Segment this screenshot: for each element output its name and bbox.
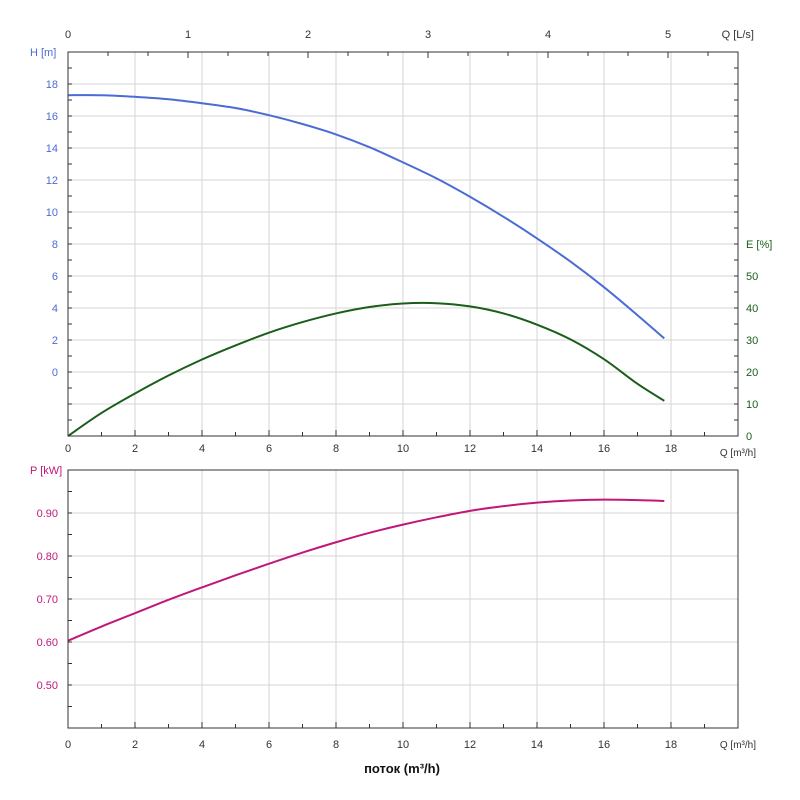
y-tick-label: 10 <box>46 207 58 219</box>
x-tick-label: 0 <box>65 443 71 455</box>
x-tick-label: 14 <box>531 739 543 751</box>
top-x-tick-label: 3 <box>425 29 431 41</box>
right-y-tick-label: 50 <box>746 271 758 283</box>
x-axis-title: поток (m³/h) <box>364 761 440 776</box>
x-tick-label: 16 <box>598 739 610 751</box>
top-x-tick-label: 0 <box>65 29 71 41</box>
y-tick-label: 6 <box>52 271 58 283</box>
y-tick-label: 0.70 <box>37 594 58 606</box>
y-tick-label: 16 <box>46 111 58 123</box>
y-tick-label: 18 <box>46 79 58 91</box>
head-curve-line <box>67 94 665 340</box>
x-tick-label: 12 <box>464 443 476 455</box>
upper-ticks <box>67 52 739 436</box>
x-axis-label: Q [m³/h] <box>720 740 756 751</box>
right-y-tick-label: 40 <box>746 303 758 315</box>
x-tick-label: 2 <box>132 739 138 751</box>
upper-grid <box>67 52 739 436</box>
x-axis-label: Q [m³/h] <box>720 448 756 459</box>
y-tick-label: 0 <box>52 367 58 379</box>
x-tick-label: 4 <box>199 443 205 455</box>
efficiency-curve-line <box>67 301 665 437</box>
y-tick-label: 8 <box>52 239 58 251</box>
y-tick-label: 12 <box>46 175 58 187</box>
top-x-tick-label: 4 <box>545 29 551 41</box>
axis-labels: 0 2 4 6 8 10 12 14 16 180 2 4 6 8 10 12 14 16 18Q [m³/h]Q … <box>30 29 772 776</box>
right-y-tick-label: 10 <box>746 399 758 411</box>
top-x-tick-label: 2 <box>305 29 311 41</box>
x-tick-label: 16 <box>598 443 610 455</box>
y-tick-label: 0.50 <box>37 680 58 692</box>
y-tick-label: 14 <box>46 143 58 155</box>
top-x-axis-label: Q [L/s] <box>722 29 754 41</box>
y-tick-label: 2 <box>52 335 58 347</box>
x-tick-label: 2 <box>132 443 138 455</box>
lower-ticks <box>67 491 739 729</box>
upper-series <box>67 94 665 437</box>
x-tick-label: 6 <box>266 739 272 751</box>
x-tick-label: 8 <box>333 443 339 455</box>
right-y-tick-label: 20 <box>746 367 758 379</box>
x-tick-label: 10 <box>397 443 409 455</box>
right-y-tick-label: 30 <box>746 335 758 347</box>
x-tick-label: 10 <box>397 739 409 751</box>
right-y-tick-label: 0 <box>746 431 752 443</box>
x-tick-label: 0 <box>65 739 71 751</box>
y-tick-label: 0.60 <box>37 637 58 649</box>
x-tick-label: 8 <box>333 739 339 751</box>
top-x-tick-label: 1 <box>185 29 191 41</box>
x-tick-label: 12 <box>464 739 476 751</box>
y-tick-label: 0.90 <box>37 508 58 520</box>
x-tick-label: 14 <box>531 443 543 455</box>
top-x-tick-label: 5 <box>665 29 671 41</box>
x-tick-label: 18 <box>665 739 677 751</box>
y-axis-label: H [m] <box>30 47 56 59</box>
power-curve-line <box>67 498 665 642</box>
x-tick-label: 6 <box>266 443 272 455</box>
y-axis-label: P [kW] <box>30 465 62 477</box>
y-tick-label: 4 <box>52 303 58 315</box>
x-tick-label: 18 <box>665 443 677 455</box>
x-tick-label: 4 <box>199 739 205 751</box>
y-tick-label: 0.80 <box>37 551 58 563</box>
right-y-axis-label: E [%] <box>746 239 772 251</box>
lower-series <box>67 498 665 642</box>
